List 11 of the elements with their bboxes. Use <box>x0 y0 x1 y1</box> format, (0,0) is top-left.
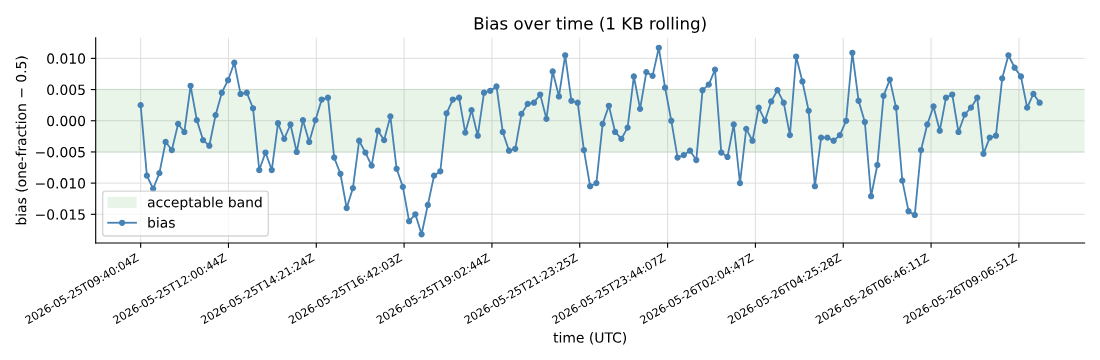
y-axis-title: bias (one-fraction − 0.5) <box>15 56 28 225</box>
y-tick-label: 0.000 <box>47 115 86 127</box>
x-axis-title: time (UTC) <box>553 332 627 345</box>
legend-label: acceptable band <box>147 196 262 211</box>
y-tick-label: 0.005 <box>47 84 85 96</box>
legend-label: bias <box>148 217 175 228</box>
chart-title: Bias over time (1 KB rolling) <box>474 16 706 33</box>
y-tick-label: −0.015 <box>36 209 85 220</box>
y-tick-label: −0.010 <box>36 178 86 189</box>
y-tick-label: 0.010 <box>47 53 86 64</box>
y-tick-label: −0.005 <box>36 146 85 158</box>
